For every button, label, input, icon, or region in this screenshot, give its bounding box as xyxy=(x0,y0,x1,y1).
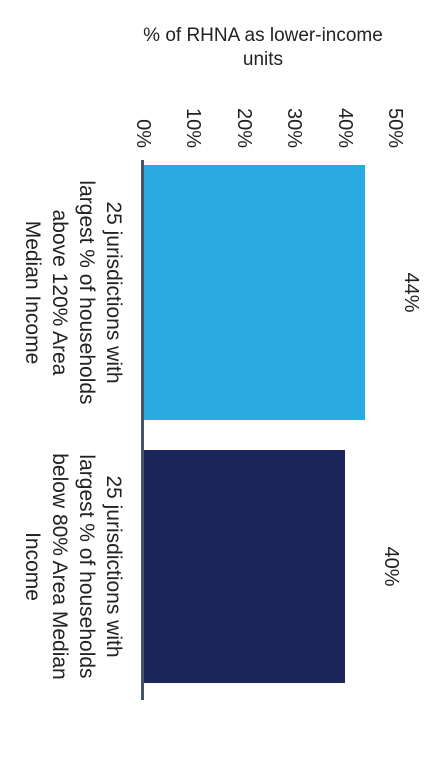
bar-below-80-ami xyxy=(143,450,345,683)
category-label: 25 jurisdictions with largest % of house… xyxy=(21,453,125,680)
data-label: 44% xyxy=(399,272,422,313)
y-tick-label: 50% xyxy=(384,107,406,148)
x-axis-baseline xyxy=(141,160,144,700)
bar-above-120-ami xyxy=(143,165,365,420)
y-axis-label-box: % of RHNA as lower-income units xyxy=(133,8,393,88)
y-tick-label: 10% xyxy=(182,107,205,148)
y-tick-label: 0% xyxy=(132,119,154,148)
y-tick-label: 40% xyxy=(333,107,356,148)
y-tick-label: 20% xyxy=(232,107,255,148)
category-label: 25 jurisdictions with largest % of house… xyxy=(21,180,125,405)
y-tick-label: 30% xyxy=(283,107,306,148)
data-label: 40% xyxy=(379,546,402,587)
y-axis-label: % of RHNA as lower-income units xyxy=(143,25,383,70)
